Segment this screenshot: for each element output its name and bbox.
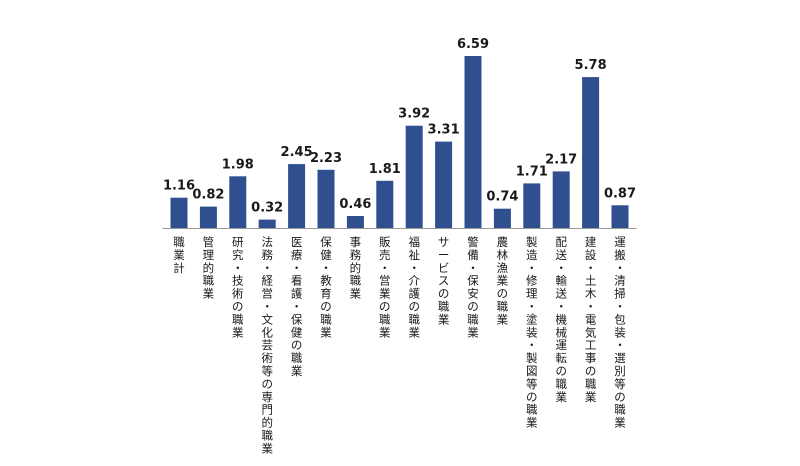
bar	[464, 56, 482, 228]
category-label: 福祉・介護の職業	[408, 235, 420, 339]
bar	[405, 125, 423, 228]
bar-value-label: 1.71	[516, 164, 548, 179]
bar	[611, 205, 629, 228]
category-label: 配送・輸送・機械運転の職業	[555, 235, 567, 404]
category-label: 警備・保安の職業	[467, 235, 479, 339]
category-label: 医療・看護・保健の職業	[291, 235, 303, 378]
bar-value-label: 0.46	[339, 197, 371, 212]
bar-value-label: 3.31	[428, 123, 460, 138]
category-label: 保健・教育の職業	[320, 235, 332, 339]
category-labels-group: 職業計 管理的職業 研究・技術の職業 法務・経営・文化芸術等の専門的職業 医療・看護・保…	[173, 235, 626, 455]
category-label: 製造・修理・塗装・製図等の職業	[526, 235, 538, 430]
bar-value-label: 1.98	[222, 157, 254, 172]
category-label: 研究・技術の職業	[232, 235, 244, 339]
bar	[552, 171, 570, 228]
bar	[346, 216, 364, 228]
category-label: 農林漁業の職業	[497, 235, 509, 326]
category-label: 職業計	[173, 235, 185, 275]
category-label: 事務的職業	[350, 235, 362, 301]
bar-value-label: 0.74	[486, 190, 518, 205]
bar-value-label: 0.32	[251, 201, 283, 216]
bar-value-label: 1.16	[163, 179, 195, 194]
bar	[258, 219, 276, 228]
bar	[229, 176, 247, 228]
category-label: 運搬・清掃・包装・選別等の職業	[614, 235, 626, 430]
bar	[523, 183, 541, 228]
bar-value-label: 3.92	[398, 107, 430, 122]
bar-value-label: 1.81	[369, 162, 401, 177]
bar	[199, 206, 217, 228]
bar	[435, 141, 453, 228]
bar	[288, 164, 306, 228]
bar	[317, 169, 335, 228]
bar-value-label: 0.87	[604, 186, 636, 201]
bar-value-label: 2.45	[281, 145, 313, 160]
bar	[376, 180, 394, 228]
category-label: サービスの職業	[438, 235, 450, 326]
bar-value-label: 2.17	[545, 152, 577, 167]
category-label: 法務・経営・文化芸術等の専門的職業	[261, 235, 273, 455]
value-labels-group: 1.160.82 1.98 0.32 2.452.23 0.46 1.81 3.923.31…	[163, 37, 636, 216]
category-label: 管理的職業	[203, 235, 215, 301]
category-label: 建設・土木・電気工事の職業	[585, 235, 597, 404]
bar-value-label: 0.82	[192, 188, 224, 203]
category-label: 販売・営業の職業	[379, 235, 391, 339]
bar	[170, 197, 188, 228]
bar-value-label: 5.78	[575, 58, 607, 73]
bar-value-label: 6.59	[457, 37, 489, 52]
bar	[582, 77, 600, 228]
bar-value-label: 2.23	[310, 151, 342, 166]
bars-group	[170, 56, 629, 228]
bar	[493, 208, 511, 228]
